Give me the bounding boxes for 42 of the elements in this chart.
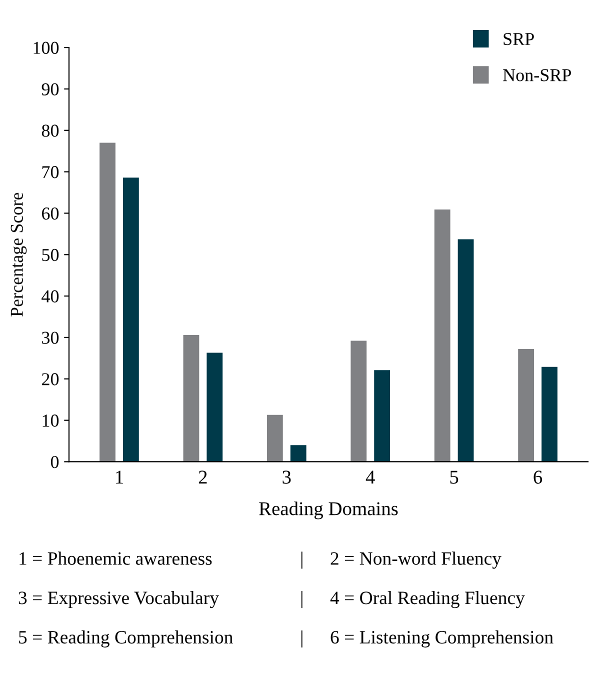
x-tick-label: 4	[366, 470, 375, 484]
y-axis-title: Percentage Score	[10, 192, 27, 317]
y-tick-label: 60	[42, 207, 59, 220]
bar	[518, 349, 534, 462]
text: 4 = Oral Reading Fluency	[330, 591, 525, 608]
x-tick-label: 6	[534, 470, 542, 484]
bar	[206, 352, 223, 462]
legend-label: Non-SRP	[503, 69, 572, 82]
legend-label: SRP	[504, 32, 534, 46]
y-tick-label: 50	[42, 248, 59, 262]
y-tick-label: 40	[42, 290, 59, 302]
y-tick-label: 0	[50, 456, 59, 468]
text: 1 = Phoenemic awareness	[20, 552, 212, 565]
bar	[458, 239, 474, 462]
text: 5 = Reading Comprehension	[19, 630, 233, 648]
x-axis-title: Reading Domains	[259, 502, 398, 520]
bar	[542, 366, 558, 462]
y-tick-label: 70	[42, 166, 59, 178]
text: |	[301, 552, 302, 569]
bar	[122, 178, 139, 462]
y-tick-label: 80	[42, 124, 59, 137]
bar	[374, 370, 390, 462]
bar	[434, 209, 450, 462]
text: 2 = Non-word Fluency	[330, 552, 502, 569]
bar	[350, 340, 367, 462]
y-tick-label: 20	[42, 373, 59, 386]
bar	[266, 414, 283, 462]
x-tick-label: 3	[282, 470, 291, 484]
x-tick-label: 2	[198, 470, 207, 484]
y-tick-label: 30	[42, 332, 59, 344]
bar	[100, 142, 116, 462]
text: 6 = Listening Comprehension	[330, 630, 554, 648]
y-tick-label: 10	[42, 414, 59, 427]
text: |	[301, 591, 302, 608]
x-tick-label: 1	[116, 470, 123, 484]
text: 3 = Expressive Vocabulary	[18, 591, 219, 608]
bar	[183, 334, 200, 462]
y-tick-label: 90	[42, 83, 59, 96]
bar	[290, 445, 306, 462]
y-tick-label: 100	[34, 42, 59, 54]
x-tick-label: 5	[450, 470, 458, 484]
text: |	[301, 630, 302, 648]
